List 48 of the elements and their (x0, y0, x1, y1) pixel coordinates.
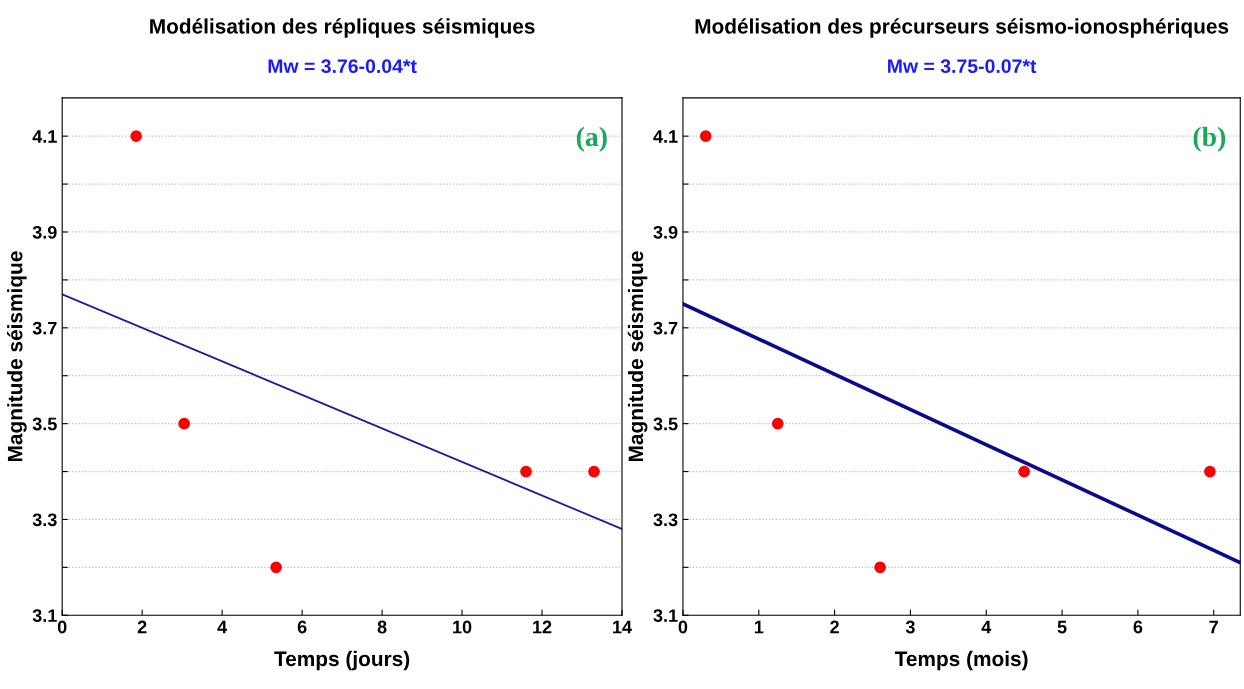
annotation: (b) (1193, 126, 1226, 152)
annotation: (a) (576, 126, 607, 152)
x-tick-label: 0 (57, 620, 67, 634)
y-tick-label: 4.1 (32, 130, 57, 143)
x-tick-label: 8 (377, 620, 387, 634)
y-tick-label: 3.9 (653, 225, 678, 239)
y-tick-label: 3.7 (653, 321, 678, 335)
x-tick-label: 12 (533, 620, 552, 634)
point (520, 465, 532, 478)
y-tick-label: 3.9 (32, 225, 57, 239)
x-tick-label: 5 (1057, 620, 1067, 634)
point (178, 417, 191, 430)
x-tick-label: 6 (297, 620, 307, 634)
x-tick-label: 0 (678, 620, 688, 634)
point (130, 130, 143, 143)
x-tick-label: 4 (217, 620, 228, 634)
y-tick-label: 4.1 (653, 130, 678, 143)
point (771, 417, 784, 430)
y-tick-label: 3.7 (32, 321, 57, 335)
point (874, 561, 886, 574)
y-axis-title: Magnitude séismique (627, 251, 648, 462)
x-tick-label: 1 (754, 620, 764, 634)
x-tick-label: 10 (453, 620, 472, 634)
y-tick-label: 3.3 (653, 513, 678, 527)
x-tick-label: 14 (613, 620, 632, 634)
y-tick-label: 3.5 (32, 417, 57, 431)
chart-title: Modélisation des répliques séismiques (150, 18, 535, 38)
point (1018, 465, 1031, 478)
x-axis-title: Temps (mois) (894, 650, 1028, 671)
x-tick-label: 6 (1133, 620, 1143, 634)
y-tick-label: 3.1 (653, 609, 678, 623)
x-tick-label: 2 (830, 620, 839, 634)
x-tick-label: 2 (137, 620, 147, 634)
y-tick-label: 3.1 (32, 609, 57, 623)
x-tick-label: 3 (905, 620, 915, 634)
chart-title: Modélisation des précurseurs séismo-ionosphériques (695, 18, 1229, 38)
point (270, 561, 282, 574)
x-tick-label: 4 (981, 620, 992, 634)
x-tick-label: 7 (1209, 620, 1218, 634)
y-tick-label: 3.3 (32, 513, 57, 527)
point (1204, 465, 1216, 478)
chart-subtitle: Mw = 3.75-0.07*t (888, 59, 1037, 74)
y-axis-title: Magnitude séismique (6, 251, 27, 462)
x-axis-title: Temps (jours) (274, 650, 410, 671)
point (588, 465, 600, 478)
point (699, 130, 712, 143)
chart-subtitle: Mw = 3.76-0.04*t (268, 59, 417, 74)
y-tick-label: 3.5 (653, 417, 678, 431)
